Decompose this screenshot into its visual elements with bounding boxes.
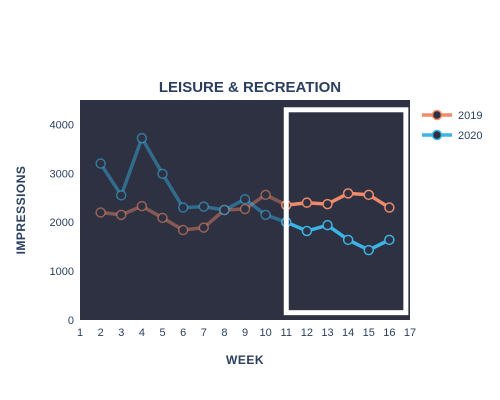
data-point	[116, 209, 127, 221]
data-point	[384, 202, 395, 213]
x-tick-label: 9	[242, 327, 248, 339]
data-point	[301, 225, 313, 237]
data-point	[260, 189, 271, 201]
legend-label: 2020	[458, 130, 482, 142]
y-tick-label: 2000	[50, 217, 74, 229]
y-tick-label: 1000	[50, 266, 74, 278]
data-point	[301, 197, 313, 208]
x-tick-label: 2	[98, 327, 104, 339]
data-point	[177, 202, 189, 213]
data-point	[198, 222, 209, 233]
data-point	[157, 168, 168, 180]
data-point	[116, 190, 127, 201]
x-axis-title: WEEK	[226, 353, 264, 367]
y-axis-title: IMPRESSIONS	[14, 166, 28, 255]
data-point	[95, 207, 106, 218]
y-tick-label: 0	[68, 315, 74, 327]
x-tick-label: 15	[363, 327, 375, 339]
x-tick-label: 11	[281, 327, 292, 339]
data-point	[342, 234, 354, 246]
x-tick-label: 14	[342, 327, 354, 339]
data-point	[177, 224, 189, 236]
data-point	[322, 219, 333, 231]
x-tick-label: 4	[139, 327, 145, 339]
x-tick-label: 8	[221, 327, 227, 339]
data-point	[384, 234, 395, 246]
legend-item: 2020	[422, 129, 482, 142]
data-point	[219, 204, 230, 216]
x-tick-label: 3	[118, 327, 124, 339]
x-tick-label: 5	[159, 327, 165, 339]
data-point	[342, 188, 354, 199]
legend-item: 2019	[422, 109, 482, 122]
legend-swatch-marker	[431, 109, 443, 121]
x-tick-label: 17	[404, 327, 416, 339]
data-point	[260, 209, 271, 221]
y-tick-label: 4000	[50, 119, 74, 131]
series-line-dim	[100, 193, 288, 232]
series-line-dim	[99, 136, 287, 224]
data-point	[239, 193, 251, 205]
data-point	[136, 132, 148, 144]
x-tick-label: 1	[77, 327, 83, 339]
x-tick-label: 12	[301, 327, 313, 339]
y-tick-label: 3000	[50, 168, 74, 180]
series-2020	[95, 132, 395, 256]
data-point	[322, 198, 333, 210]
data-point	[136, 200, 148, 212]
data-point	[363, 244, 374, 256]
legend-label: 2019	[458, 110, 482, 122]
x-tick-label: 10	[260, 327, 272, 339]
x-tick-label: 7	[201, 327, 207, 339]
x-tick-label: 6	[180, 327, 186, 339]
data-point	[239, 203, 251, 215]
legend-swatch-marker	[431, 129, 443, 141]
chart-title: LEISURE & RECREATION	[159, 79, 341, 96]
data-point	[95, 158, 106, 169]
x-tick-label: 16	[383, 327, 395, 339]
highlight-box	[283, 107, 409, 316]
data-point	[198, 201, 209, 212]
x-tick-label: 13	[321, 327, 333, 339]
data-point	[363, 189, 374, 201]
data-point	[157, 212, 168, 224]
